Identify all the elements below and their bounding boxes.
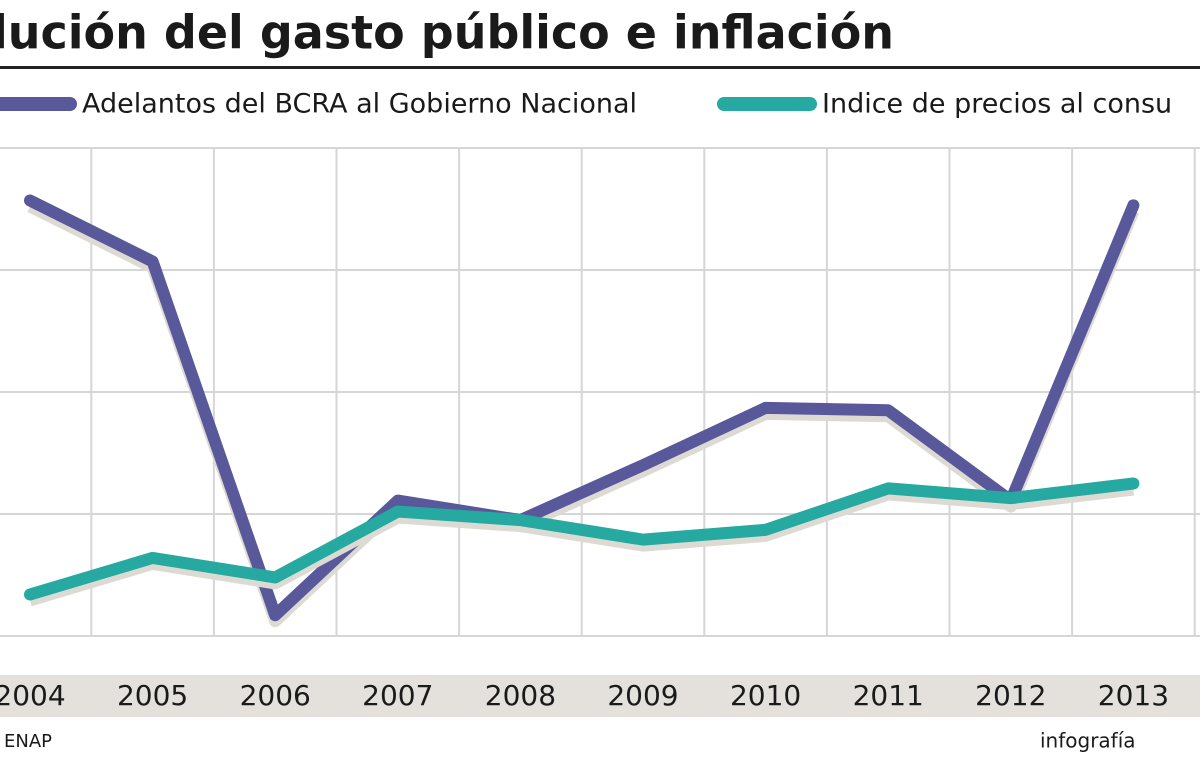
legend-label: Adelantos del BCRA al Gobierno Nacional: [82, 89, 637, 120]
x-tick-label: 2012: [975, 679, 1046, 712]
x-tick-label: 2010: [730, 679, 801, 712]
series-line: [24, 477, 1140, 601]
legend-label: Indice de precios al consu: [822, 89, 1172, 120]
x-tick-label: 2006: [240, 679, 311, 712]
x-tick-label: 2011: [853, 679, 924, 712]
title-rule: [0, 66, 1200, 69]
x-tick-label: 2013: [1098, 679, 1169, 712]
chart-title: lución del gasto público e inflación: [0, 6, 894, 60]
series-line: [24, 194, 1140, 622]
axis-band: [0, 675, 1200, 717]
x-tick-label: 2004: [0, 679, 66, 712]
x-tick-label: 2009: [607, 679, 678, 712]
x-tick-label: 2008: [485, 679, 556, 712]
source: ENAP: [4, 731, 52, 752]
x-tick-label: 2005: [117, 679, 188, 712]
x-tick-label: 2007: [362, 679, 433, 712]
credit: infografía: [1040, 729, 1136, 753]
